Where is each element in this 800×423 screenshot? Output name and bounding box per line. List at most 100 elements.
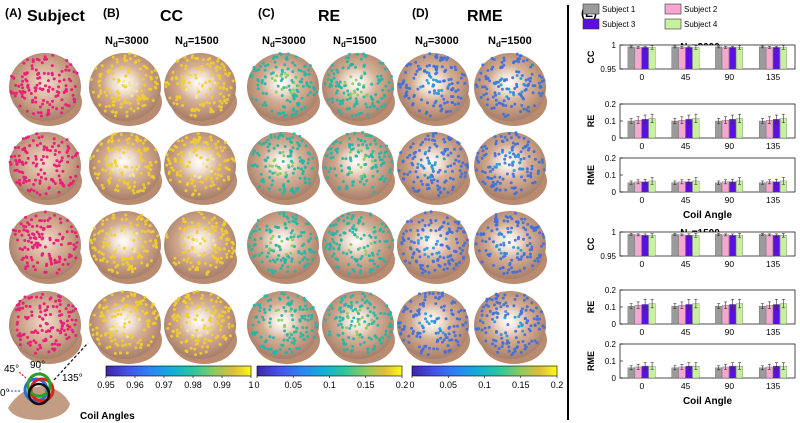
ytick-1: 0.1 [605, 117, 617, 126]
ytick-2: 0.2 [605, 340, 617, 349]
head-r0-c6 [474, 52, 547, 126]
nd-header-3: Nd=1500 [333, 35, 377, 49]
head-r3-c3 [247, 291, 320, 364]
xtick-3: 135 [766, 327, 780, 337]
bar-subject-3-135 [772, 47, 780, 70]
colorbar-1-tick-1: 0.05 [284, 380, 302, 390]
ytick-1: 1 [612, 41, 617, 50]
bar-subject-1-0 [627, 46, 635, 70]
bar-subject-1-0 [627, 234, 635, 257]
nd-header-0: Nd=3000 [105, 35, 149, 49]
coil-arrow-45-icon [17, 370, 27, 379]
colorbar-0-tick-4: 0.99 [213, 380, 231, 390]
xtick-0: 0 [640, 72, 645, 82]
panel-d-letter: (D) [412, 6, 429, 20]
colorbar-0-tick-1: 0.96 [126, 380, 144, 390]
bar-subject-3-135 [772, 235, 780, 257]
legend-swatch-4 [664, 18, 682, 30]
colorbar-2-tick-0: 0 [409, 380, 414, 390]
colorbar-2-tick-3: 0.15 [512, 380, 530, 390]
colorbar-0-tick-2: 0.97 [155, 380, 173, 390]
head-r0-c4 [322, 52, 395, 126]
colorbar-0: 0.95 0.96 0.97 0.98 0.99 1 [97, 365, 254, 390]
colorbar-2: 0 0.05 0.1 0.15 0.2 [409, 365, 563, 390]
bar-subject-4-135 [779, 235, 787, 257]
ylabel: CC [586, 50, 596, 63]
bar-subject-4-45 [692, 235, 700, 257]
legend-label-1: Subject 1 [602, 5, 636, 14]
head-r0-c2 [163, 53, 237, 126]
legend-label-2: Subject 2 [684, 5, 718, 14]
xlabel: Coil Angle [683, 396, 733, 407]
colorbar-0-tick-5: 1 [248, 380, 253, 390]
xtick-1: 45 [681, 381, 691, 391]
nd-header-5: Nd=1500 [488, 35, 532, 49]
ytick-0: 0.95 [600, 65, 616, 74]
colorbar-1-tick-0: 0 [254, 380, 259, 390]
ylabel: RE [586, 115, 596, 128]
colorbar-0-tick-3: 0.98 [184, 380, 202, 390]
bar-chart-4: 0 0.1 0.2 RE 0 45 90 135 [586, 286, 796, 337]
colorbar-1-tick-3: 0.15 [357, 380, 375, 390]
legend-swatch-3 [582, 18, 600, 30]
bar-subject-4-0 [648, 235, 656, 257]
bar-chart-0: 0.95 1 CC 0 45 90 135 [586, 41, 796, 82]
bar-chart-5: 0 0.1 0.2 RME 0 45 90 135 Coil Angle [586, 340, 796, 407]
coil-ring-135-icon [27, 382, 51, 406]
bar-subject-2-0 [634, 47, 642, 70]
xtick-1: 45 [681, 72, 691, 82]
xtick-2: 90 [725, 141, 735, 151]
nd-header-4: Nd=3000 [415, 35, 459, 49]
legend: Subject 1 Subject 2 Subject 3 Subject 4 [582, 3, 718, 30]
xtick-0: 0 [640, 327, 645, 337]
bar-subject-4-45 [692, 47, 700, 70]
bar-subject-2-45 [678, 234, 686, 257]
head-r2-c4 [322, 211, 395, 284]
nd-headers: Nd=3000 Nd=1500 Nd=3000 Nd=1500 Nd=3000 Nd=15… [105, 35, 532, 49]
head-r3-c0 [9, 291, 82, 364]
coil-arrow-135-icon [53, 342, 89, 381]
ytick-2: 0.2 [605, 100, 617, 109]
bar-subject-3-45 [685, 235, 693, 257]
coil-angle-135: 135° [62, 373, 83, 384]
coil-angle-90: 90° [30, 360, 45, 371]
ylabel: CC [586, 237, 596, 250]
ytick-0: 0 [612, 374, 617, 383]
legend-label-3: Subject 3 [602, 20, 636, 29]
head-r0-c3 [247, 52, 320, 126]
head-r1-c6 [474, 131, 547, 205]
ytick-1: 0.1 [605, 171, 617, 180]
panel-d-title: RME [467, 8, 503, 25]
xtick-3: 135 [766, 381, 780, 391]
ylabel: RE [586, 301, 596, 314]
bar-subject-3-0 [641, 235, 649, 257]
ytick-0: 0 [612, 320, 617, 329]
nd-header-2: Nd=3000 [262, 35, 306, 49]
bar-chart-1: 0 0.1 0.2 RE 0 45 90 135 [586, 100, 796, 151]
head-r1-c3 [247, 132, 320, 205]
bar-subject-1-45 [671, 234, 679, 257]
colorbar-2-tick-2: 0.1 [478, 380, 491, 390]
panel-b-title: CC [160, 8, 184, 25]
bar-subject-2-135 [765, 234, 773, 257]
bar-subject-1-135 [758, 46, 766, 70]
bar-chart-2: 0 0.1 0.2 RME 0 45 90 135 Coil Angle [586, 154, 796, 221]
head-r0-c0 [9, 53, 82, 126]
panel-a-letter: (A) [5, 6, 22, 20]
panel-c-letter: (C) [258, 6, 275, 20]
colorbar-2-tick-1: 0.05 [439, 380, 457, 390]
head-renderings [8, 52, 547, 364]
ytick-2: 0.2 [605, 154, 617, 163]
panel-b-letter: (B) [103, 6, 120, 20]
head-r1-c0 [8, 132, 82, 205]
bar-subject-2-0 [634, 234, 642, 257]
xtick-3: 135 [766, 72, 780, 82]
xtick-0: 0 [640, 195, 645, 205]
xtick-3: 135 [766, 195, 780, 205]
bar-subject-2-135 [765, 47, 773, 70]
bar-subject-4-0 [648, 47, 656, 70]
colorbar-1-tick-2: 0.1 [323, 380, 336, 390]
bar-subject-2-45 [678, 47, 686, 70]
bar-subject-1-45 [671, 46, 679, 70]
head-r3-c1 [88, 290, 162, 364]
